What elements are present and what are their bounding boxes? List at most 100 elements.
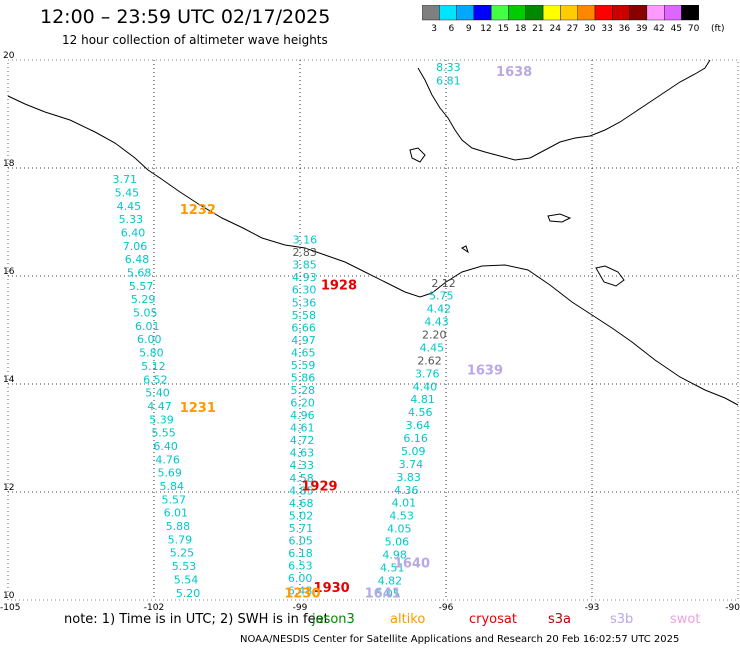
wave-height-value: 7.06: [123, 240, 148, 253]
pass-time-label: 1929: [301, 479, 337, 494]
lon-tick-label: -102: [144, 603, 164, 612]
wave-height-value: 5.75: [429, 290, 454, 303]
wave-height-value: 4.98: [382, 548, 407, 561]
wave-height-value: 4.42: [427, 303, 452, 316]
pass-time-label: 1639: [467, 363, 503, 378]
wave-height-value: 4.85: [289, 484, 314, 497]
wave-height-value: 5.68: [127, 267, 152, 280]
wave-height-value: 5.84: [159, 480, 184, 493]
legend-ticks: 3 6 9 12 15 18 21 24 27 30 33 36 39 42 45 70: [431, 24, 699, 34]
legend-tick: 15: [498, 24, 509, 34]
pass-time-label: 1640: [394, 557, 430, 572]
wave-height-value: 4.58: [289, 472, 314, 485]
wave-height-value: 6.52: [143, 373, 168, 386]
axis-labels: -105 -102 -99 -96 -93 -90 20 18 16 14 12 10: [0, 51, 740, 612]
legend-unit: (ft): [711, 24, 725, 34]
wave-height-value: 5.39: [149, 413, 174, 426]
wave-height-value: 5.45: [115, 186, 140, 199]
lat-tick-label: 16: [3, 267, 15, 277]
sat-altika-label: altiko: [390, 612, 426, 627]
wave-height-value: 5.57: [129, 280, 154, 293]
wave-height-value: 5.25: [170, 547, 195, 560]
wave-height-value: 3.74: [399, 458, 424, 471]
wave-height-value: 3.83: [396, 471, 421, 484]
map-frame: [7, 59, 739, 601]
coastline: [7, 59, 739, 406]
track-d: 8.336.81: [436, 61, 461, 88]
lon-tick-label: -93: [585, 603, 600, 612]
island: [461, 245, 469, 254]
track-c: 2.125.754.424.432.204.452.623.764.404.81…: [375, 277, 455, 601]
wave-height-value: 5.40: [145, 387, 170, 400]
pass-time-label: 1928: [321, 279, 357, 294]
wave-height-value: 5.88: [166, 520, 191, 533]
wave-height-value: 4.68: [289, 497, 314, 510]
wave-height-value: 5.06: [385, 536, 410, 549]
wave-height-value: 4.45: [420, 341, 445, 354]
legend-tick: 30: [584, 24, 596, 34]
legend-tick: 12: [480, 24, 491, 34]
wave-height-value: 5.12: [141, 360, 166, 373]
gulf-coastline: [417, 59, 711, 161]
pass-time-label: 1232: [180, 203, 216, 218]
wave-height-value: 5.05: [133, 307, 158, 320]
wave-height-value: 2.20: [422, 329, 447, 342]
sat-swot-label: swot: [670, 612, 701, 627]
sat-jason-label: jason3: [312, 612, 355, 627]
wave-height-value: 2.62: [417, 354, 442, 367]
mexico-pacific-coastline: [7, 95, 739, 406]
wave-height-value: 6.01: [164, 507, 189, 520]
wave-height-value: 6.00: [288, 572, 313, 585]
wave-height-value: 6.20: [290, 397, 315, 410]
legend-tick: 70: [688, 24, 700, 34]
pass-time-label: 1641: [365, 586, 401, 601]
wave-height-value: 3.64: [406, 419, 431, 432]
wave-height-value: 4.45: [117, 200, 142, 213]
wave-height-value: 6.16: [403, 432, 428, 445]
wave-height-value: 4.40: [413, 380, 438, 393]
wave-height-value: 4.72: [290, 434, 315, 447]
wave-height-value: 5.55: [151, 427, 176, 440]
pass-time-label: 1230: [284, 586, 320, 601]
wave-height-value: 4.33: [289, 459, 314, 472]
wave-height-value: 4.63: [290, 447, 315, 460]
wave-height-value: 4.56: [408, 406, 433, 419]
wave-height-value: 6.66: [291, 321, 316, 334]
wave-height-value: 4.93: [292, 271, 317, 284]
lon-tick-label: -99: [293, 603, 308, 612]
wave-height-value: 5.05: [375, 587, 400, 600]
wave-height-value: 4.43: [424, 316, 449, 329]
wave-height-value: 3.16: [293, 234, 318, 247]
legend-tick: 24: [549, 24, 561, 34]
wave-height-value: 6.48: [125, 253, 150, 266]
wave-height-value: 5.29: [131, 293, 156, 306]
wave-height-value: 6.18: [288, 547, 313, 560]
lat-tick-label: 14: [3, 375, 15, 385]
wave-height-value: 6.05: [288, 534, 313, 547]
wave-height-value: 5.28: [291, 384, 316, 397]
lon-tick-label: -90: [725, 603, 740, 612]
lat-tick-label: 10: [3, 591, 15, 601]
wave-height-value: 5.02: [289, 509, 314, 522]
wave-height-value: 6.81: [436, 74, 461, 87]
altimeter-map: 3.715.454.455.336.407.066.485.685.575.29…: [0, 51, 740, 612]
wave-height-value: 6.00: [137, 333, 162, 346]
map-title: 12:00 – 23:59 UTC 02/17/2025: [40, 6, 331, 28]
pass-time-label: 1930: [314, 581, 350, 596]
wave-height-value: 5.53: [172, 560, 197, 573]
island: [595, 265, 625, 287]
lat-tick-label: 20: [3, 51, 15, 61]
island: [547, 213, 572, 223]
legend-tick: 33: [601, 24, 612, 34]
island: [409, 147, 426, 163]
footer-note: note: 1) Time is in UTC; 2) SWH is in fe…: [0, 612, 740, 634]
wave-height-value: 5.71: [289, 522, 314, 535]
lat-tick-label: 18: [3, 159, 15, 169]
wave-height-value: 6.48: [288, 585, 313, 598]
wave-height-value: 4.36: [394, 484, 419, 497]
legend-tick: 9: [466, 24, 472, 34]
wave-height-value: 2.83: [292, 246, 317, 259]
map-subtitle: 12 hour collection of altimeter wave hei…: [62, 33, 328, 47]
note-text: note: 1) Time is in UTC; 2) SWH is in fe…: [64, 612, 329, 627]
wave-height-value: 4.65: [291, 346, 316, 359]
